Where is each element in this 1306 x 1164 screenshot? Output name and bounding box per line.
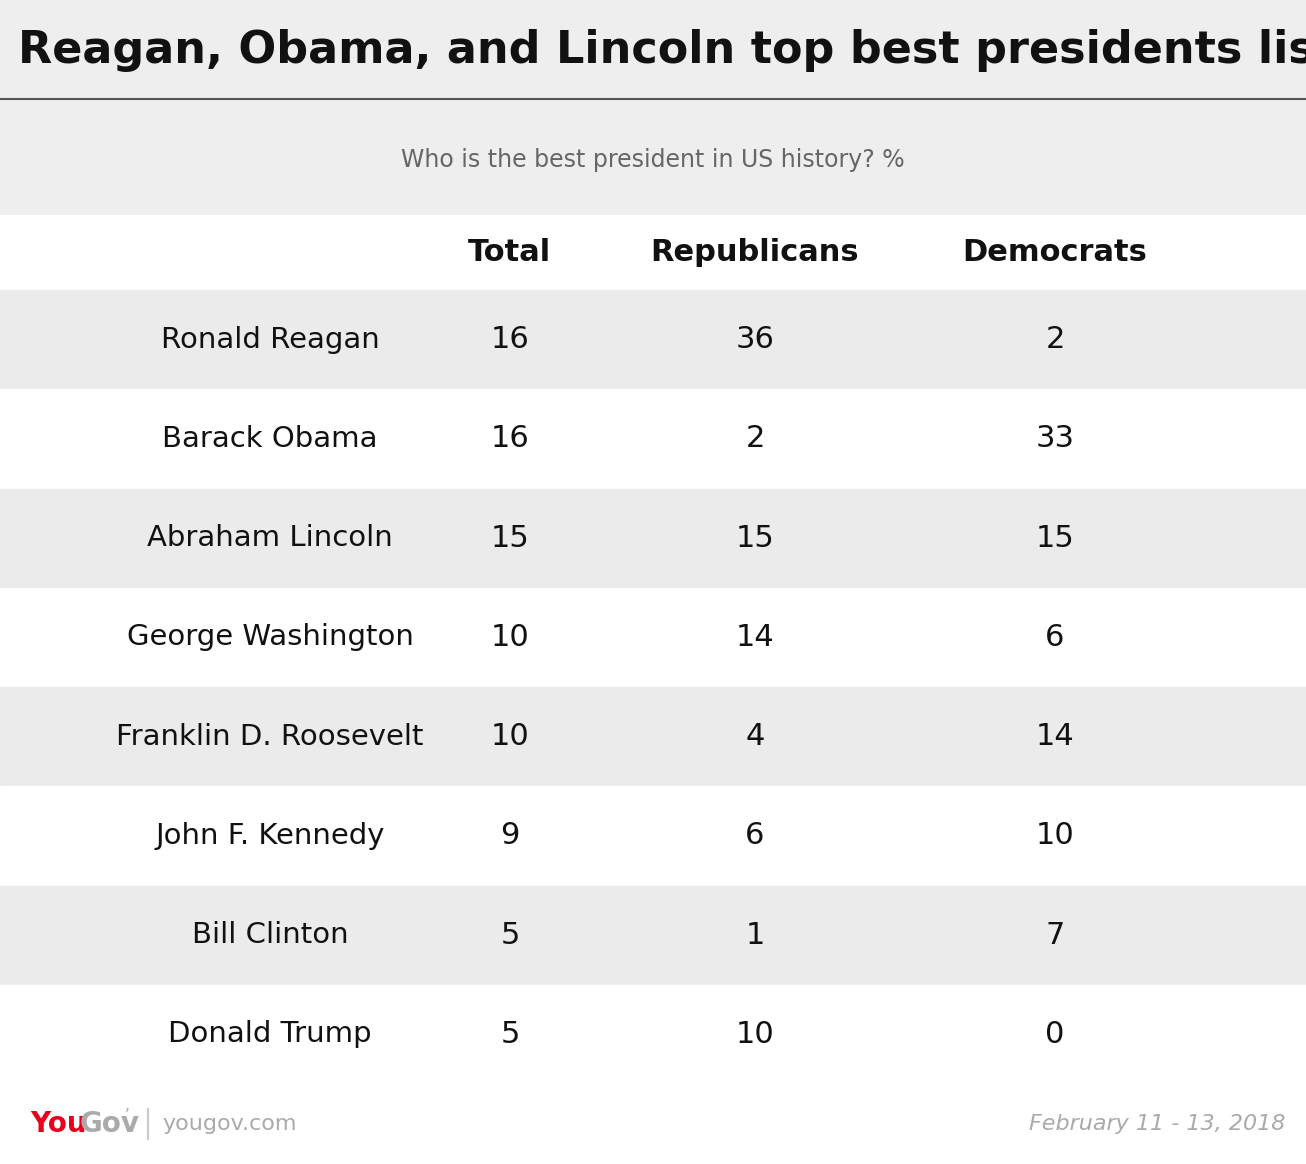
Bar (0, 105, 1306, 215)
Text: John F. Kennedy: John F. Kennedy (155, 822, 385, 850)
Text: 6: 6 (746, 822, 765, 851)
Bar (0, 0, 1306, 105)
Text: 2: 2 (746, 425, 765, 453)
Text: 10: 10 (491, 722, 529, 751)
Text: George Washington: George Washington (127, 624, 414, 652)
Text: 14: 14 (735, 623, 774, 652)
Bar (0, 290, 1306, 389)
Text: 9: 9 (500, 822, 520, 851)
Text: 4: 4 (746, 722, 765, 751)
Text: 5: 5 (500, 1020, 520, 1049)
Text: Who is the best president in US history? %: Who is the best president in US history?… (401, 148, 905, 172)
Text: Ronald Reagan: Ronald Reagan (161, 326, 379, 354)
Bar (0, 588, 1306, 687)
Text: Franklin D. Roosevelt: Franklin D. Roosevelt (116, 723, 423, 751)
Bar (0, 985, 1306, 1084)
Bar (0, 1084, 1306, 1164)
Text: ’: ’ (125, 1108, 129, 1123)
Bar (0, 786, 1306, 886)
Text: Democrats: Democrats (963, 237, 1148, 267)
Text: 15: 15 (735, 524, 774, 553)
Text: 16: 16 (491, 425, 529, 453)
Text: Donald Trump: Donald Trump (168, 1021, 372, 1049)
Text: You: You (30, 1110, 86, 1138)
Bar (0, 489, 1306, 588)
Text: 15: 15 (1036, 524, 1075, 553)
Text: Bill Clinton: Bill Clinton (192, 921, 349, 949)
Bar (0, 886, 1306, 985)
Bar (0, 687, 1306, 786)
Text: Abraham Lincoln: Abraham Lincoln (148, 524, 393, 552)
Text: 10: 10 (735, 1020, 774, 1049)
Bar (0, 389, 1306, 489)
Text: 0: 0 (1045, 1020, 1064, 1049)
Text: 1: 1 (746, 921, 765, 950)
Text: 16: 16 (491, 325, 529, 354)
Text: 10: 10 (491, 623, 529, 652)
Text: 14: 14 (1036, 722, 1075, 751)
Text: yougov.com: yougov.com (162, 1114, 296, 1134)
Text: February 11 - 13, 2018: February 11 - 13, 2018 (1029, 1114, 1285, 1134)
Text: 33: 33 (1036, 425, 1075, 453)
Text: 2: 2 (1045, 325, 1064, 354)
Text: 15: 15 (491, 524, 529, 553)
Text: 5: 5 (500, 921, 520, 950)
Text: Barack Obama: Barack Obama (162, 425, 377, 453)
Text: 6: 6 (1045, 623, 1064, 652)
Text: 10: 10 (1036, 822, 1075, 851)
Bar (0, 215, 1306, 290)
Text: Republicans: Republicans (650, 237, 859, 267)
Text: 7: 7 (1045, 921, 1064, 950)
Text: Reagan, Obama, and Lincoln top best presidents list: Reagan, Obama, and Lincoln top best pres… (18, 29, 1306, 72)
Text: Total: Total (469, 237, 551, 267)
Text: Gov: Gov (80, 1110, 140, 1138)
Text: 36: 36 (735, 325, 774, 354)
